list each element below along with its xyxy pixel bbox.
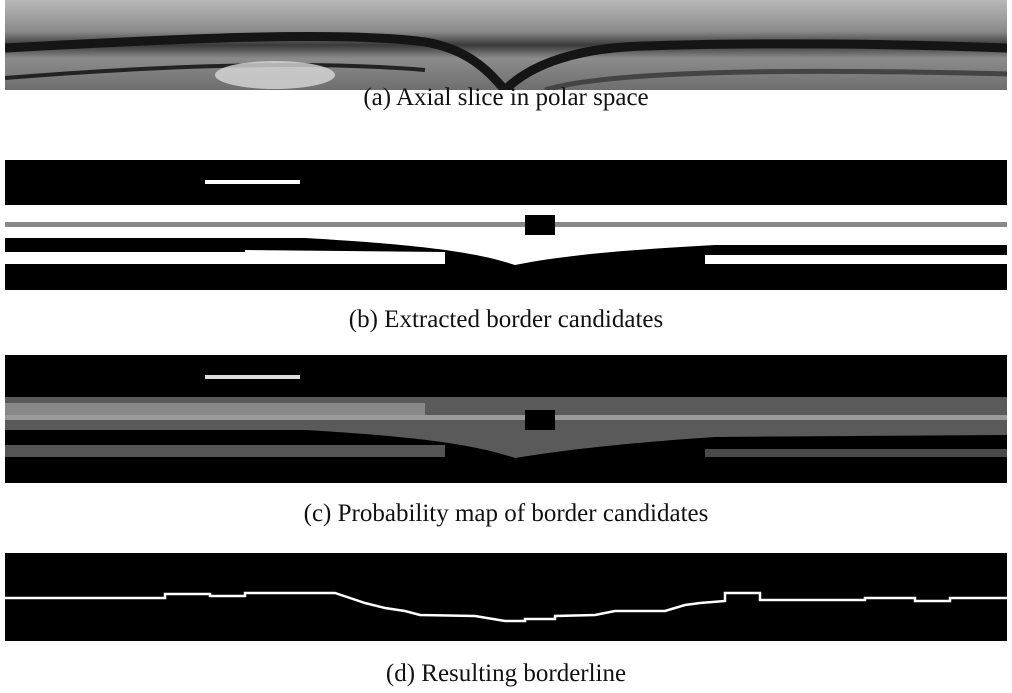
panel-d-image — [5, 553, 1007, 641]
panel-c-image — [5, 355, 1007, 483]
caption: (a) Axial slice in polar space — [0, 84, 1012, 112]
caption: (d) Resulting borderline — [0, 660, 1012, 688]
caption: (b) Extracted border candidates — [0, 306, 1012, 334]
panel-a-image — [5, 0, 1007, 90]
panel-b-image — [5, 160, 1007, 290]
figure: (a) Axial slice in polar space (b) Extra… — [0, 0, 1012, 693]
caption: (c) Probability map of border candidates — [0, 500, 1012, 528]
